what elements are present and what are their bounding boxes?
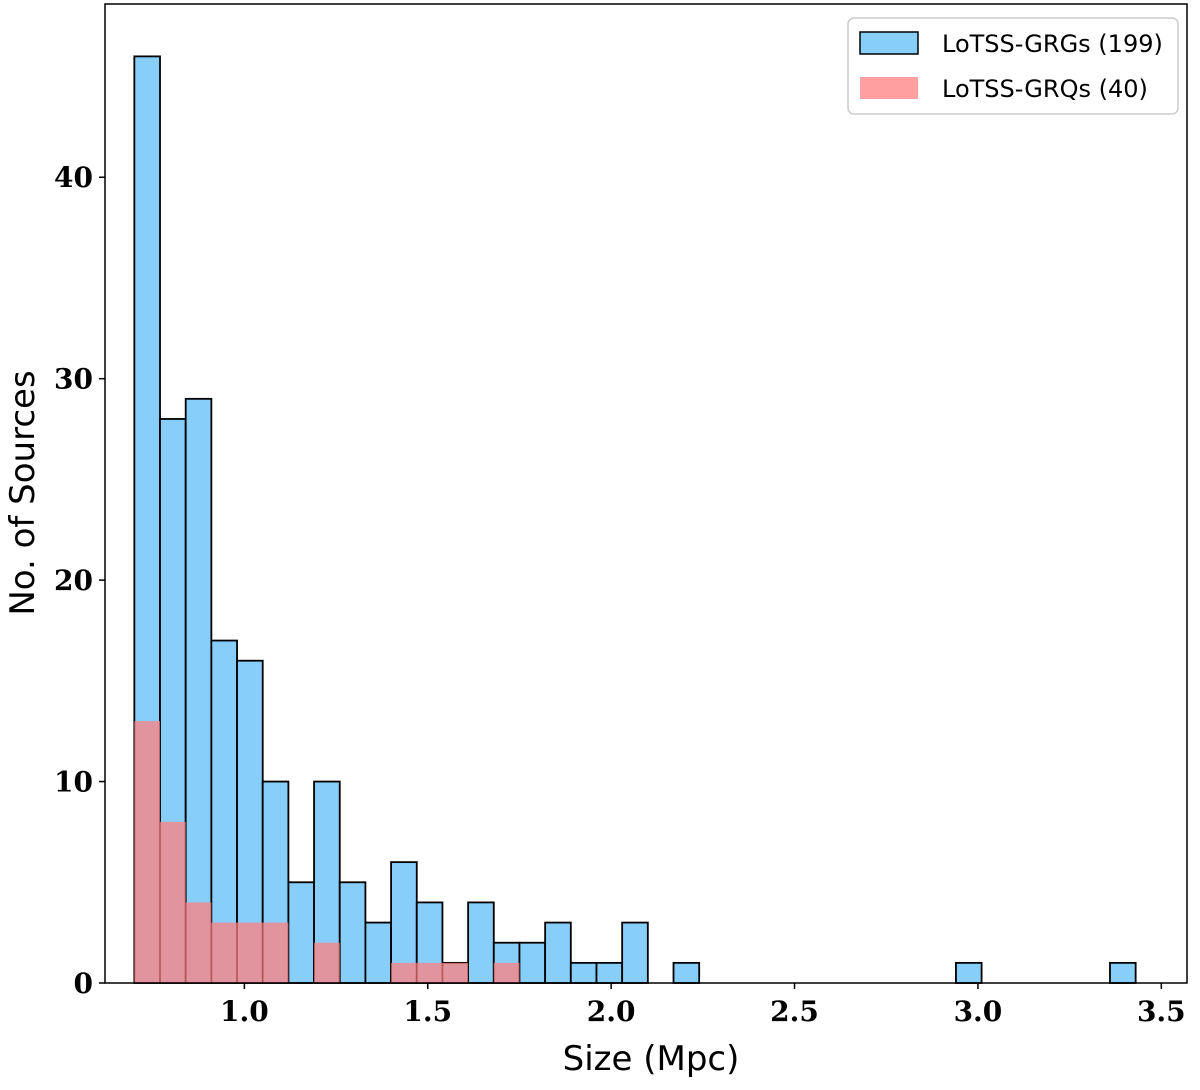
grq-bar-14 <box>493 962 520 983</box>
x-tick-label-1: 1.5 <box>403 995 452 1028</box>
grg-bar-8 <box>338 881 367 984</box>
grg-bar-38 <box>1109 961 1137 984</box>
grg-bar-17 <box>569 961 598 984</box>
y-axis-ticks: 0 10 20 30 40 <box>54 161 105 1000</box>
grq-bars <box>134 721 520 983</box>
y-axis-title: No. of Sources <box>3 370 43 615</box>
legend-swatch-grq <box>860 77 918 99</box>
grq-bar-4 <box>237 922 263 983</box>
x-tick-label-2: 2.0 <box>587 995 636 1028</box>
x-axis-ticks: 1.0 1.5 2.0 2.5 3.0 3.5 <box>220 983 1186 1028</box>
grg-bars <box>133 55 1137 984</box>
x-tick-label-3: 2.5 <box>770 995 819 1028</box>
y-tick-label-2: 20 <box>54 564 93 597</box>
legend-label-grg: LoTSS-GRGs (199) <box>942 30 1163 58</box>
grg-bar-13 <box>467 901 495 984</box>
grg-bar-32 <box>955 961 983 984</box>
grg-bar-9 <box>364 921 392 984</box>
y-tick-label-4: 40 <box>54 161 93 194</box>
grg-bar-15 <box>518 941 547 984</box>
y-tick-label-1: 10 <box>54 766 93 799</box>
x-tick-label-0: 1.0 <box>220 995 269 1028</box>
y-tick-label-3: 30 <box>54 363 93 396</box>
grg-bar-6 <box>287 881 315 984</box>
grq-bar-2 <box>185 902 212 983</box>
x-tick-label-5: 3.5 <box>1137 995 1186 1028</box>
legend-swatch-grg <box>859 31 919 55</box>
x-axis-title: Size (Mpc) <box>563 1039 740 1079</box>
grg-bar-2 <box>184 397 213 984</box>
grg-bar-16 <box>544 921 572 984</box>
grq-bar-0 <box>134 721 161 983</box>
grq-bar-12 <box>442 962 469 983</box>
legend-label-grq: LoTSS-GRQs (40) <box>942 75 1148 103</box>
grq-bar-10 <box>391 962 417 983</box>
grq-bar-5 <box>262 922 289 983</box>
x-tick-label-4: 3.0 <box>954 995 1003 1028</box>
grg-bar-21 <box>672 961 701 984</box>
grq-bar-1 <box>160 821 186 983</box>
legend: LoTSS-GRGs (199) LoTSS-GRQs (40) <box>847 17 1179 115</box>
grq-bar-7 <box>314 942 340 983</box>
plot-frame <box>104 3 1188 984</box>
grq-bar-3 <box>211 922 238 983</box>
y-tick-label-0: 0 <box>74 967 93 1000</box>
grg-bar-19 <box>621 921 649 984</box>
grq-bar-11 <box>416 962 443 983</box>
grg-bar-18 <box>595 961 624 984</box>
legend-box <box>847 17 1179 115</box>
